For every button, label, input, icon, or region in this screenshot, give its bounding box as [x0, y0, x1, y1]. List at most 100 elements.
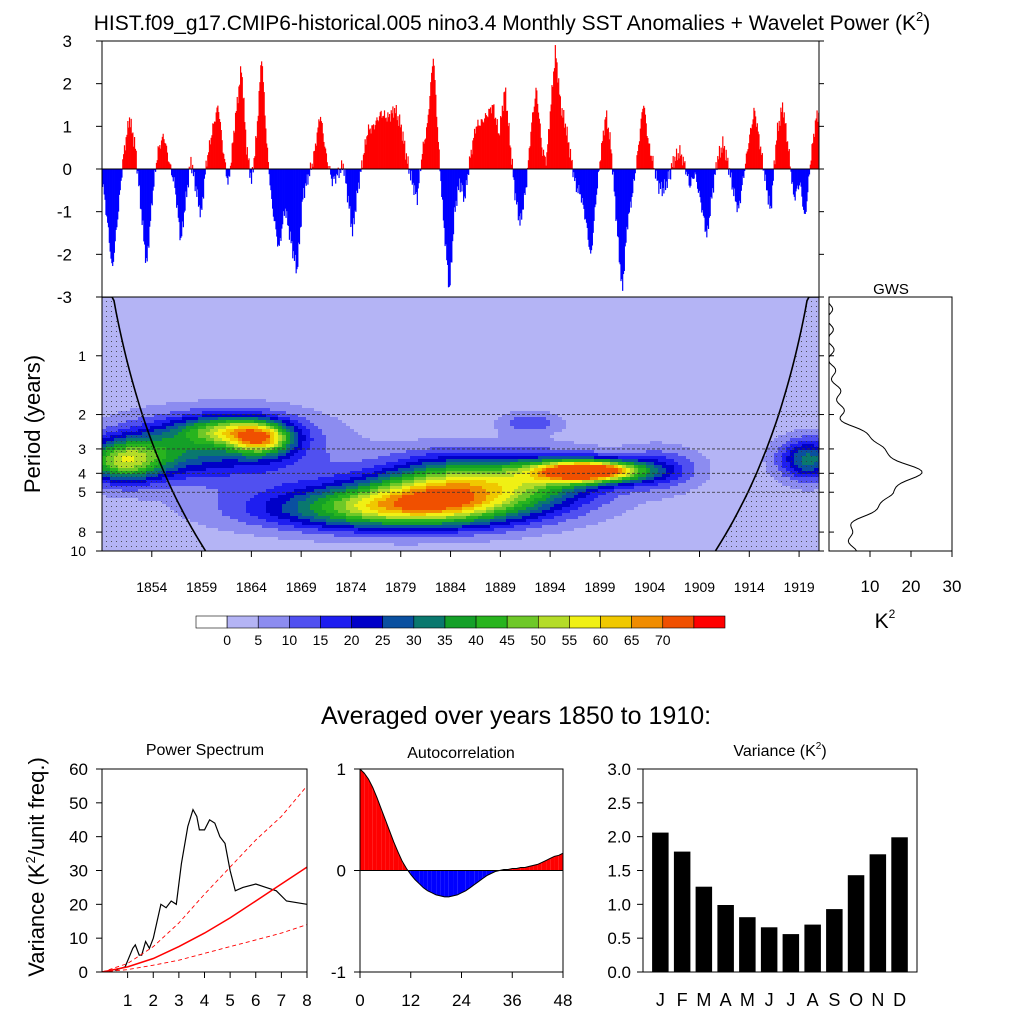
anomaly-y-tick-label: 0 — [63, 160, 72, 179]
wavelet-cell — [290, 516, 295, 520]
wavelet-cell — [234, 525, 239, 529]
wavelet-cell — [234, 501, 239, 505]
wavelet-cell — [282, 537, 287, 541]
wavelet-cell — [258, 321, 263, 325]
anomaly-bar — [538, 118, 540, 169]
wavelet-cell — [250, 462, 255, 466]
wavelet-cell — [282, 435, 287, 439]
wavelet-cell — [242, 522, 247, 526]
wavelet-cell — [278, 486, 283, 490]
wavelet-cell — [230, 405, 235, 409]
wavelet-cell — [154, 354, 159, 358]
wavelet-cell — [254, 429, 259, 433]
wavelet-cell — [270, 465, 275, 469]
anomaly-bar — [575, 169, 577, 193]
wavelet-cell — [246, 426, 251, 430]
wavelet-cell — [158, 354, 163, 358]
wavelet-cell — [202, 336, 207, 340]
wavelet-cell — [206, 444, 211, 448]
wavelet-cell — [258, 474, 263, 478]
wavelet-cell — [294, 360, 299, 364]
wavelet-cell — [250, 528, 255, 532]
wavelet-cell — [162, 372, 167, 376]
wavelet-cell — [178, 354, 183, 358]
wavelet-cell — [218, 393, 223, 397]
anomaly-bar — [757, 131, 759, 169]
wavelet-cell — [282, 357, 287, 361]
wavelet-cell — [258, 501, 263, 505]
wavelet-cell — [286, 363, 291, 367]
wavelet-cell — [186, 435, 191, 439]
wavelet-cell — [242, 393, 247, 397]
wavelet-cell — [222, 423, 227, 427]
wavelet-cell — [222, 387, 227, 391]
wavelet-cell — [258, 537, 263, 541]
wavelet-cell — [178, 498, 183, 502]
wavelet-cell — [254, 462, 259, 466]
wavelet-cell — [258, 375, 263, 379]
anomaly-bar — [776, 140, 778, 169]
wavelet-cell — [242, 519, 247, 523]
wavelet-cell — [178, 465, 183, 469]
anomaly-bar — [350, 169, 352, 228]
wavelet-cell — [178, 300, 183, 304]
wavelet-cell — [238, 480, 243, 484]
anomaly-bar — [733, 169, 735, 197]
anomaly-bar — [260, 65, 262, 169]
wavelet-cell — [234, 471, 239, 475]
wavelet-cell — [162, 426, 167, 430]
anomaly-bar — [383, 110, 386, 169]
wavelet-cell — [214, 480, 219, 484]
wavelet-cell — [222, 315, 227, 319]
wavelet-cell — [246, 492, 251, 496]
wavelet-cell — [134, 333, 139, 337]
anomaly-bar — [366, 136, 368, 169]
wavelet-cell — [290, 546, 295, 550]
wavelet-cell — [198, 333, 203, 337]
wavelet-cell — [270, 453, 275, 457]
anomaly-bar — [506, 110, 508, 169]
wavelet-cell — [158, 453, 163, 457]
anomaly-bar — [214, 121, 216, 169]
anomaly-bar — [120, 169, 122, 181]
anomaly-bar — [624, 169, 626, 247]
wavelet-cell — [174, 324, 179, 328]
wavelet-cell — [202, 369, 207, 373]
wavelet-cell — [234, 462, 239, 466]
wavelet-cell — [266, 321, 271, 325]
wavelet-cell — [162, 357, 167, 361]
wavelet-cell — [210, 402, 215, 406]
anomaly-bar — [661, 169, 663, 197]
wavelet-cell — [198, 522, 203, 526]
anomaly-bar — [542, 155, 544, 169]
anomaly-bar — [609, 132, 611, 169]
wavelet-cell — [270, 480, 275, 484]
wavelet-cell — [178, 345, 183, 349]
wavelet-cell — [250, 345, 255, 349]
anomaly-bar — [377, 120, 379, 169]
wavelet-cell — [210, 426, 215, 430]
wavelet-cell — [210, 396, 215, 400]
wavelet-cell — [246, 354, 251, 358]
anomaly-bar — [558, 94, 561, 169]
anomaly-bar — [349, 169, 351, 207]
wavelet-cell — [254, 489, 259, 493]
wavelet-cell — [286, 474, 291, 478]
anomaly-bar — [166, 152, 168, 169]
wavelet-cell — [178, 426, 183, 430]
wavelet-cell — [162, 303, 167, 307]
wavelet-cell — [290, 363, 295, 367]
wavelet-cell — [274, 408, 279, 412]
anomaly-bar — [236, 96, 238, 169]
wavelet-cell — [154, 405, 159, 409]
wavelet-cell — [218, 309, 223, 313]
wavelet-cell — [170, 429, 175, 433]
wavelet-cell — [234, 438, 239, 442]
wavelet-cell — [146, 405, 151, 409]
wavelet-cell — [250, 444, 255, 448]
anomaly-bar — [593, 169, 595, 221]
anomaly-bar — [594, 169, 596, 208]
wavelet-cell — [182, 312, 187, 316]
wavelet-cell — [230, 474, 235, 478]
wavelet-cell — [246, 312, 251, 316]
